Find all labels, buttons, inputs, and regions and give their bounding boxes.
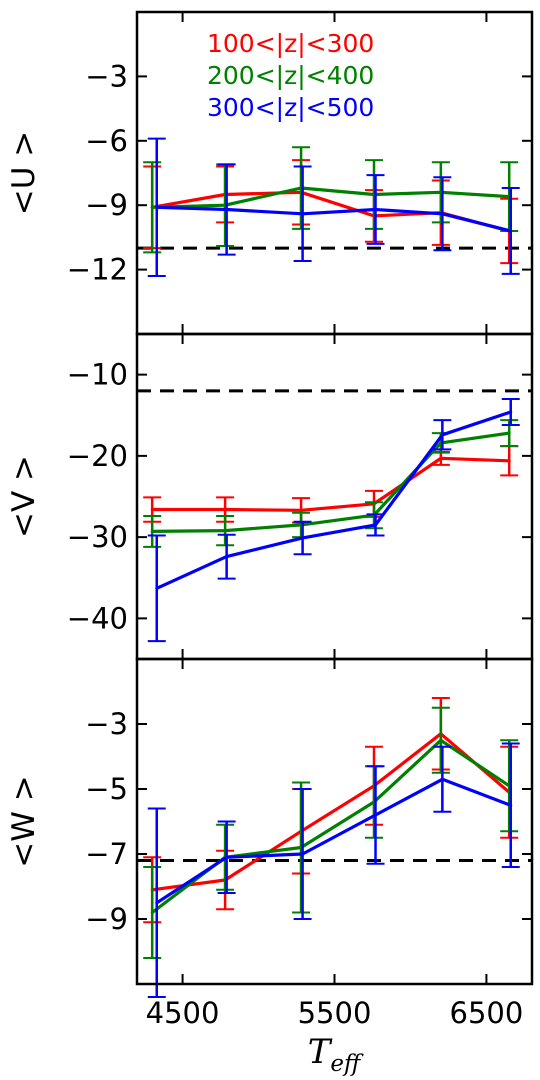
series-2 <box>143 419 519 548</box>
series-line <box>156 410 512 590</box>
series-1 <box>143 697 519 924</box>
panels: −3 −6 −9 −12 <U > −10 −20 −30 −40 <V > −3 −5 −7 −9 <W … <box>6 10 534 998</box>
series-3 <box>147 398 520 643</box>
series-line <box>156 205 512 233</box>
series-1 <box>143 445 519 524</box>
y-tick-label: −7 <box>85 837 128 871</box>
series-line <box>151 732 511 892</box>
y-tick-label: −30 <box>67 520 128 554</box>
panel-frame <box>135 657 534 986</box>
series-2 <box>143 706 519 959</box>
series-line <box>155 777 512 905</box>
y-tick-label: −9 <box>85 902 128 936</box>
y-tick-label: −40 <box>67 601 128 635</box>
y-tick-label: −10 <box>67 358 128 392</box>
y-axis-label: <U > <box>6 131 42 216</box>
x-tick-label: 6500 <box>450 996 524 1030</box>
y-tick-label: −12 <box>67 253 128 287</box>
panel-3: −3 −5 −7 −9 <W > <box>6 657 534 998</box>
legend-entry-1: 100<|z|<300 <box>207 29 374 58</box>
y-tick-label: −3 <box>85 59 128 93</box>
x-tick-label: 5500 <box>298 996 372 1030</box>
y-tick-label: −20 <box>67 439 128 473</box>
y-tick-label: −9 <box>85 188 128 222</box>
legend-entry-3: 300<|z|<500 <box>207 93 374 122</box>
panel-frame <box>135 332 534 661</box>
x-axis-label: Teff <box>308 1032 364 1077</box>
series-line <box>152 456 510 512</box>
y-tick-label: −5 <box>85 772 128 806</box>
y-tick-label: −3 <box>85 707 128 741</box>
x-tick-label: 4500 <box>146 996 220 1030</box>
series-2 <box>143 146 519 254</box>
series-3 <box>147 137 520 278</box>
series-line <box>152 431 510 533</box>
x-axis: 4500 5500 6500 Teff <box>146 996 524 1077</box>
series-3 <box>147 742 520 998</box>
y-axis-label: <W > <box>6 775 42 867</box>
series-line <box>152 186 510 209</box>
y-tick-label: −6 <box>85 124 128 158</box>
panel-2: −10 −20 −30 −40 <V > <box>6 332 534 661</box>
y-axis-label: <V > <box>6 455 42 538</box>
legend-entry-2: 200<|z|<400 <box>207 61 374 90</box>
legend: 100<|z|<300 200<|z|<400 300<|z|<500 <box>207 29 374 122</box>
series-line <box>151 738 511 914</box>
